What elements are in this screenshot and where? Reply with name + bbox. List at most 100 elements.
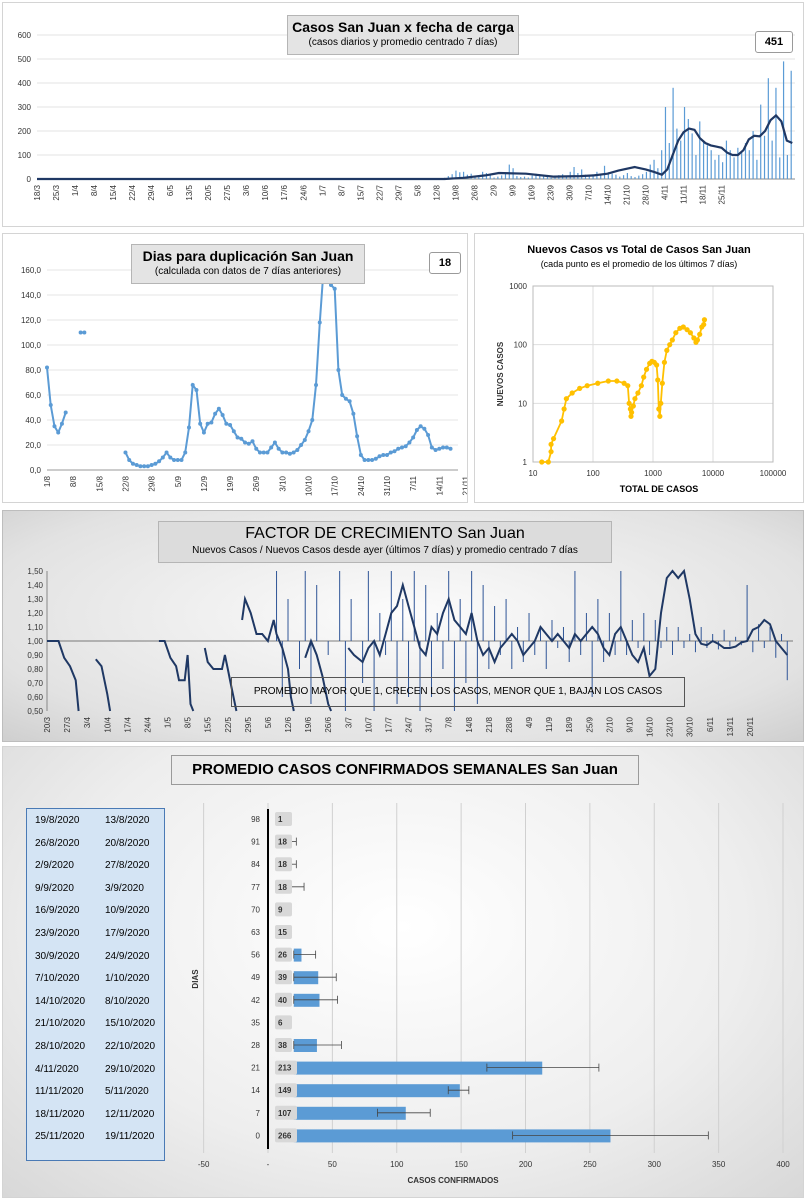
- x-tick-label: 11/11: [680, 184, 689, 203]
- y-tick-label: 1000: [509, 282, 527, 291]
- date-range-start: 12/11/2020: [105, 1108, 155, 1120]
- x-tick-label: 29/5: [244, 716, 253, 732]
- x-tick-label: -: [267, 1160, 270, 1169]
- daily-case-bar: [771, 140, 773, 179]
- doubling-point: [306, 429, 311, 434]
- scatter-point: [656, 406, 662, 412]
- doubling-point: [396, 446, 401, 451]
- weekly-bar: [293, 1061, 543, 1075]
- daily-case-bar: [630, 176, 632, 179]
- x-tick-label: 15/5: [204, 716, 213, 732]
- doubling-point: [243, 440, 248, 445]
- daily-case-bar: [638, 175, 640, 179]
- y-axis-label: DIAS: [191, 969, 200, 989]
- daily-case-bar: [676, 128, 678, 179]
- x-tick-label: 10/10: [305, 475, 314, 496]
- y-tick-label: 100,0: [21, 341, 42, 350]
- x-tick-label: 22/4: [128, 184, 137, 200]
- x-tick-label: 2/10: [605, 716, 614, 732]
- doubling-point: [280, 450, 285, 455]
- scatter-point: [629, 409, 635, 416]
- x-tick-label: 29/7: [394, 184, 403, 200]
- y-tick-label: 0,60: [27, 693, 43, 702]
- value-label-bg: [275, 879, 292, 894]
- x-tick-label: 1/8: [43, 475, 52, 487]
- date-range-start: 13/8/2020: [105, 815, 150, 826]
- daily-case-bar: [710, 150, 712, 179]
- x-tick-label: 19/6: [304, 716, 313, 732]
- doubling-title: Dias para duplicación San Juan: [142, 248, 354, 264]
- daily-case-bar: [508, 164, 510, 179]
- newvstotal-xlabel: TOTAL DE CASOS: [619, 484, 699, 494]
- scatter-point: [641, 374, 647, 380]
- doubling-point: [411, 435, 416, 440]
- doubling-point: [56, 430, 61, 435]
- avg-growth-line: [347, 568, 789, 679]
- x-tick-label: 24/7: [405, 716, 414, 732]
- value-label-bg: [275, 812, 292, 826]
- doubling-point: [82, 330, 87, 335]
- category-label: 49: [251, 973, 260, 982]
- x-tick-label: 31/7: [425, 716, 434, 732]
- x-tick-label: 21/11: [461, 475, 467, 495]
- avg-growth-line: [158, 640, 195, 712]
- cases-subtitle: (casos diarios y promedio centrado 7 día…: [308, 37, 498, 48]
- x-tick-label: 100000: [760, 469, 787, 478]
- date-range-start: 29/10/2020: [105, 1063, 156, 1075]
- x-tick-label: 3/4: [83, 716, 92, 728]
- date-range-end: 28/10/2020: [35, 1041, 86, 1052]
- y-tick-label: 120,0: [21, 316, 42, 325]
- daily-case-bar: [653, 159, 655, 179]
- x-tick-label: 23/10: [666, 716, 675, 737]
- doubling-point: [59, 421, 64, 426]
- y-tick-label: 600: [18, 31, 32, 40]
- daily-case-bar: [611, 173, 613, 179]
- x-tick-label: 350: [712, 1160, 726, 1169]
- x-tick-label: 8/5: [184, 716, 193, 728]
- x-tick-label: 10/4: [103, 716, 112, 732]
- daily-case-bar: [607, 172, 609, 179]
- doubling-point: [276, 446, 281, 451]
- doubling-point: [168, 455, 173, 460]
- x-tick-label: 200: [519, 1160, 533, 1169]
- x-tick-label: 7/8: [445, 716, 454, 728]
- date-range-start: 15/10/2020: [105, 1018, 156, 1030]
- scatter-line: [541, 319, 706, 463]
- y-tick-label: 0,90: [27, 651, 43, 660]
- scatter-point: [550, 436, 557, 442]
- y-tick-label: 140,0: [21, 291, 42, 300]
- doubling-point: [310, 418, 315, 422]
- doubling-point: [153, 461, 158, 466]
- category-label: 77: [251, 883, 260, 892]
- date-range-start: 20/8/2020: [105, 837, 150, 849]
- y-tick-label: 1,40: [27, 581, 43, 590]
- daily-case-bar: [752, 131, 754, 179]
- y-tick-label: 80,0: [25, 366, 41, 375]
- x-tick-label: 27/5: [223, 184, 232, 200]
- doubling-point: [284, 450, 289, 455]
- doubling-point: [209, 420, 214, 425]
- doubling-point: [257, 450, 262, 455]
- doubling-point: [399, 445, 404, 450]
- scatter-point: [563, 396, 569, 402]
- x-tick-label: 1/7: [318, 184, 327, 196]
- y-tick-label: 40,0: [25, 416, 41, 425]
- daily-case-bar: [459, 172, 461, 179]
- date-range-end: 30/9/2020: [35, 950, 80, 962]
- scatter-point: [638, 383, 644, 389]
- doubling-point: [407, 440, 412, 445]
- daily-case-bar: [581, 169, 583, 179]
- scatter-point: [625, 383, 631, 389]
- daily-case-bar: [782, 61, 785, 179]
- daily-case-bar: [516, 176, 518, 179]
- doubling-point: [228, 423, 233, 427]
- x-tick-label: 12/6: [284, 716, 293, 732]
- doubling-chart-panel: 0,0 20,0 40,0 60,0 80,0 100,0 120,0 140,0 160,0 1…: [2, 233, 468, 503]
- date-range-end: 14/10/2020: [35, 995, 86, 1007]
- x-tick-label: 22/8: [121, 475, 130, 491]
- x-tick-label: 27/3: [63, 716, 72, 732]
- x-tick-label: 25/9: [585, 716, 594, 732]
- doubling-point: [314, 383, 319, 387]
- category-label: 42: [251, 996, 260, 1005]
- x-tick-label: 7/10: [585, 184, 594, 200]
